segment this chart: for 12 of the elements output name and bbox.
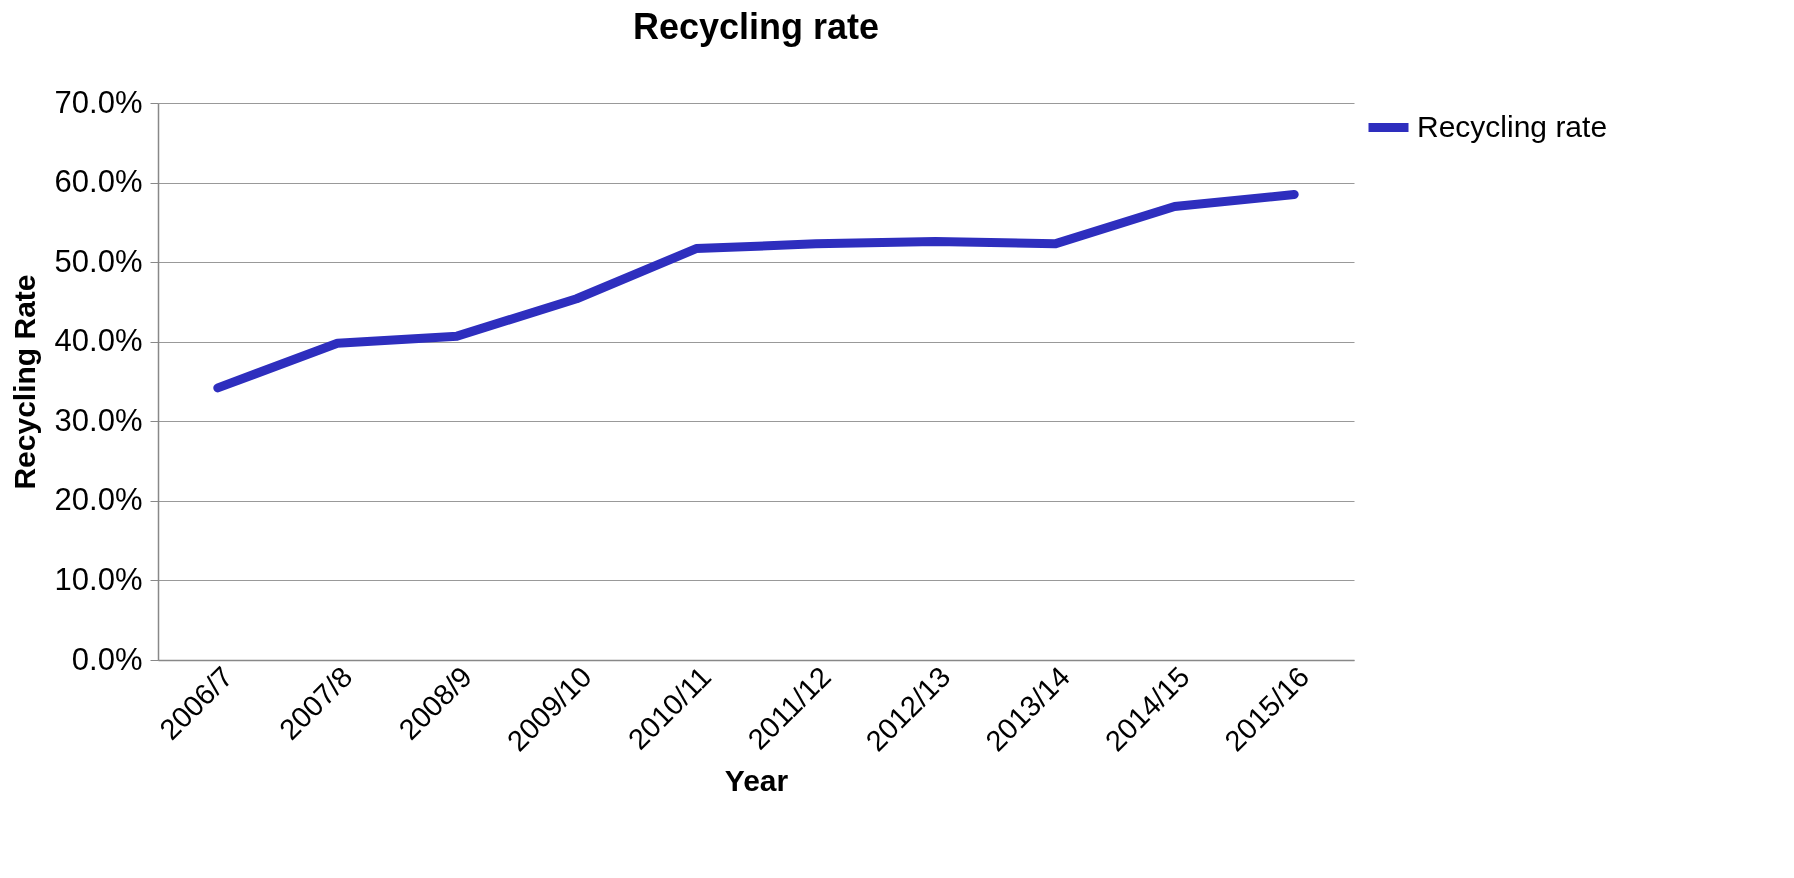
y-tick-label: 50.0% — [54, 243, 143, 279]
y-tick-label: 20.0% — [54, 482, 143, 518]
x-axis-title: Year — [724, 764, 789, 798]
y-tick-label: 0.0% — [71, 641, 143, 677]
chart-title: Recycling rate — [632, 6, 880, 47]
y-tick-label: 30.0% — [54, 402, 143, 438]
y-tick-label: 70.0% — [54, 84, 143, 120]
y-tick-label: 60.0% — [54, 164, 143, 200]
legend-label: Recycling rate — [1417, 109, 1608, 143]
y-tick-label: 10.0% — [54, 561, 143, 597]
y-axis-title: Recycling Rate — [7, 274, 41, 490]
y-tick-label: 40.0% — [54, 323, 143, 359]
